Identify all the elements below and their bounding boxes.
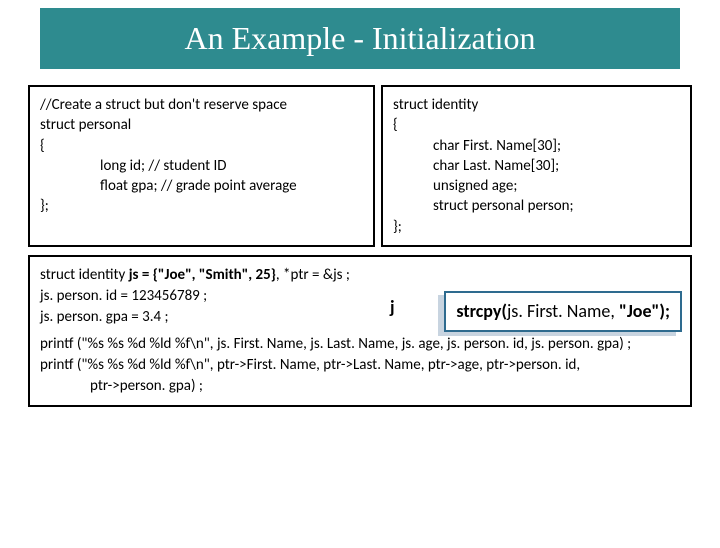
code-line: struct identity: [393, 95, 680, 115]
strcpy-callout: strcpy(js. First. Name, "Joe");: [444, 291, 682, 332]
code-line: struct personal person;: [393, 196, 680, 216]
slide-content: //Create a struct but don't reserve spac…: [0, 69, 720, 407]
hidden-char: j: [390, 295, 395, 320]
code-line: char Last. Name[30];: [393, 156, 680, 176]
slide-title: An Example - Initialization: [40, 8, 680, 69]
struct-definitions-row: //Create a struct but don't reserve spac…: [28, 85, 692, 247]
code-line: printf ("%s %s %d %ld %f\n", js. First. …: [40, 334, 680, 355]
code-line: //Create a struct but don't reserve spac…: [40, 95, 363, 115]
code-text: js. First. Name,: [507, 300, 619, 322]
code-text-bold: "Joe");: [619, 300, 670, 322]
struct-personal-box: //Create a struct but don't reserve spac…: [28, 85, 375, 247]
code-text: , *ptr = &js ;: [276, 266, 350, 284]
code-line: {: [40, 136, 363, 156]
code-line: unsigned age;: [393, 176, 680, 196]
code-text-bold: js = {"Joe", "Smith", 25}: [129, 266, 276, 284]
struct-identity-box: struct identity { char First. Name[30]; …: [381, 85, 692, 247]
code-line: struct personal: [40, 115, 363, 135]
code-text: struct identity: [40, 266, 129, 284]
code-line: char First. Name[30];: [393, 136, 680, 156]
code-line: ptr->person. gpa) ;: [40, 376, 680, 397]
code-line: float gpa; // grade point average: [40, 176, 363, 196]
code-line: struct identity js = {"Joe", "Smith", 25…: [40, 265, 680, 286]
code-line: };: [40, 196, 363, 216]
code-text-bold: strcpy(: [456, 300, 507, 322]
code-line: };: [393, 217, 680, 237]
code-line: {: [393, 115, 680, 135]
usage-code-box: struct identity js = {"Joe", "Smith", 25…: [28, 255, 692, 407]
code-line: printf ("%s %s %d %ld %f\n", ptr->First.…: [40, 355, 680, 376]
code-line: long id; // student ID: [40, 156, 363, 176]
